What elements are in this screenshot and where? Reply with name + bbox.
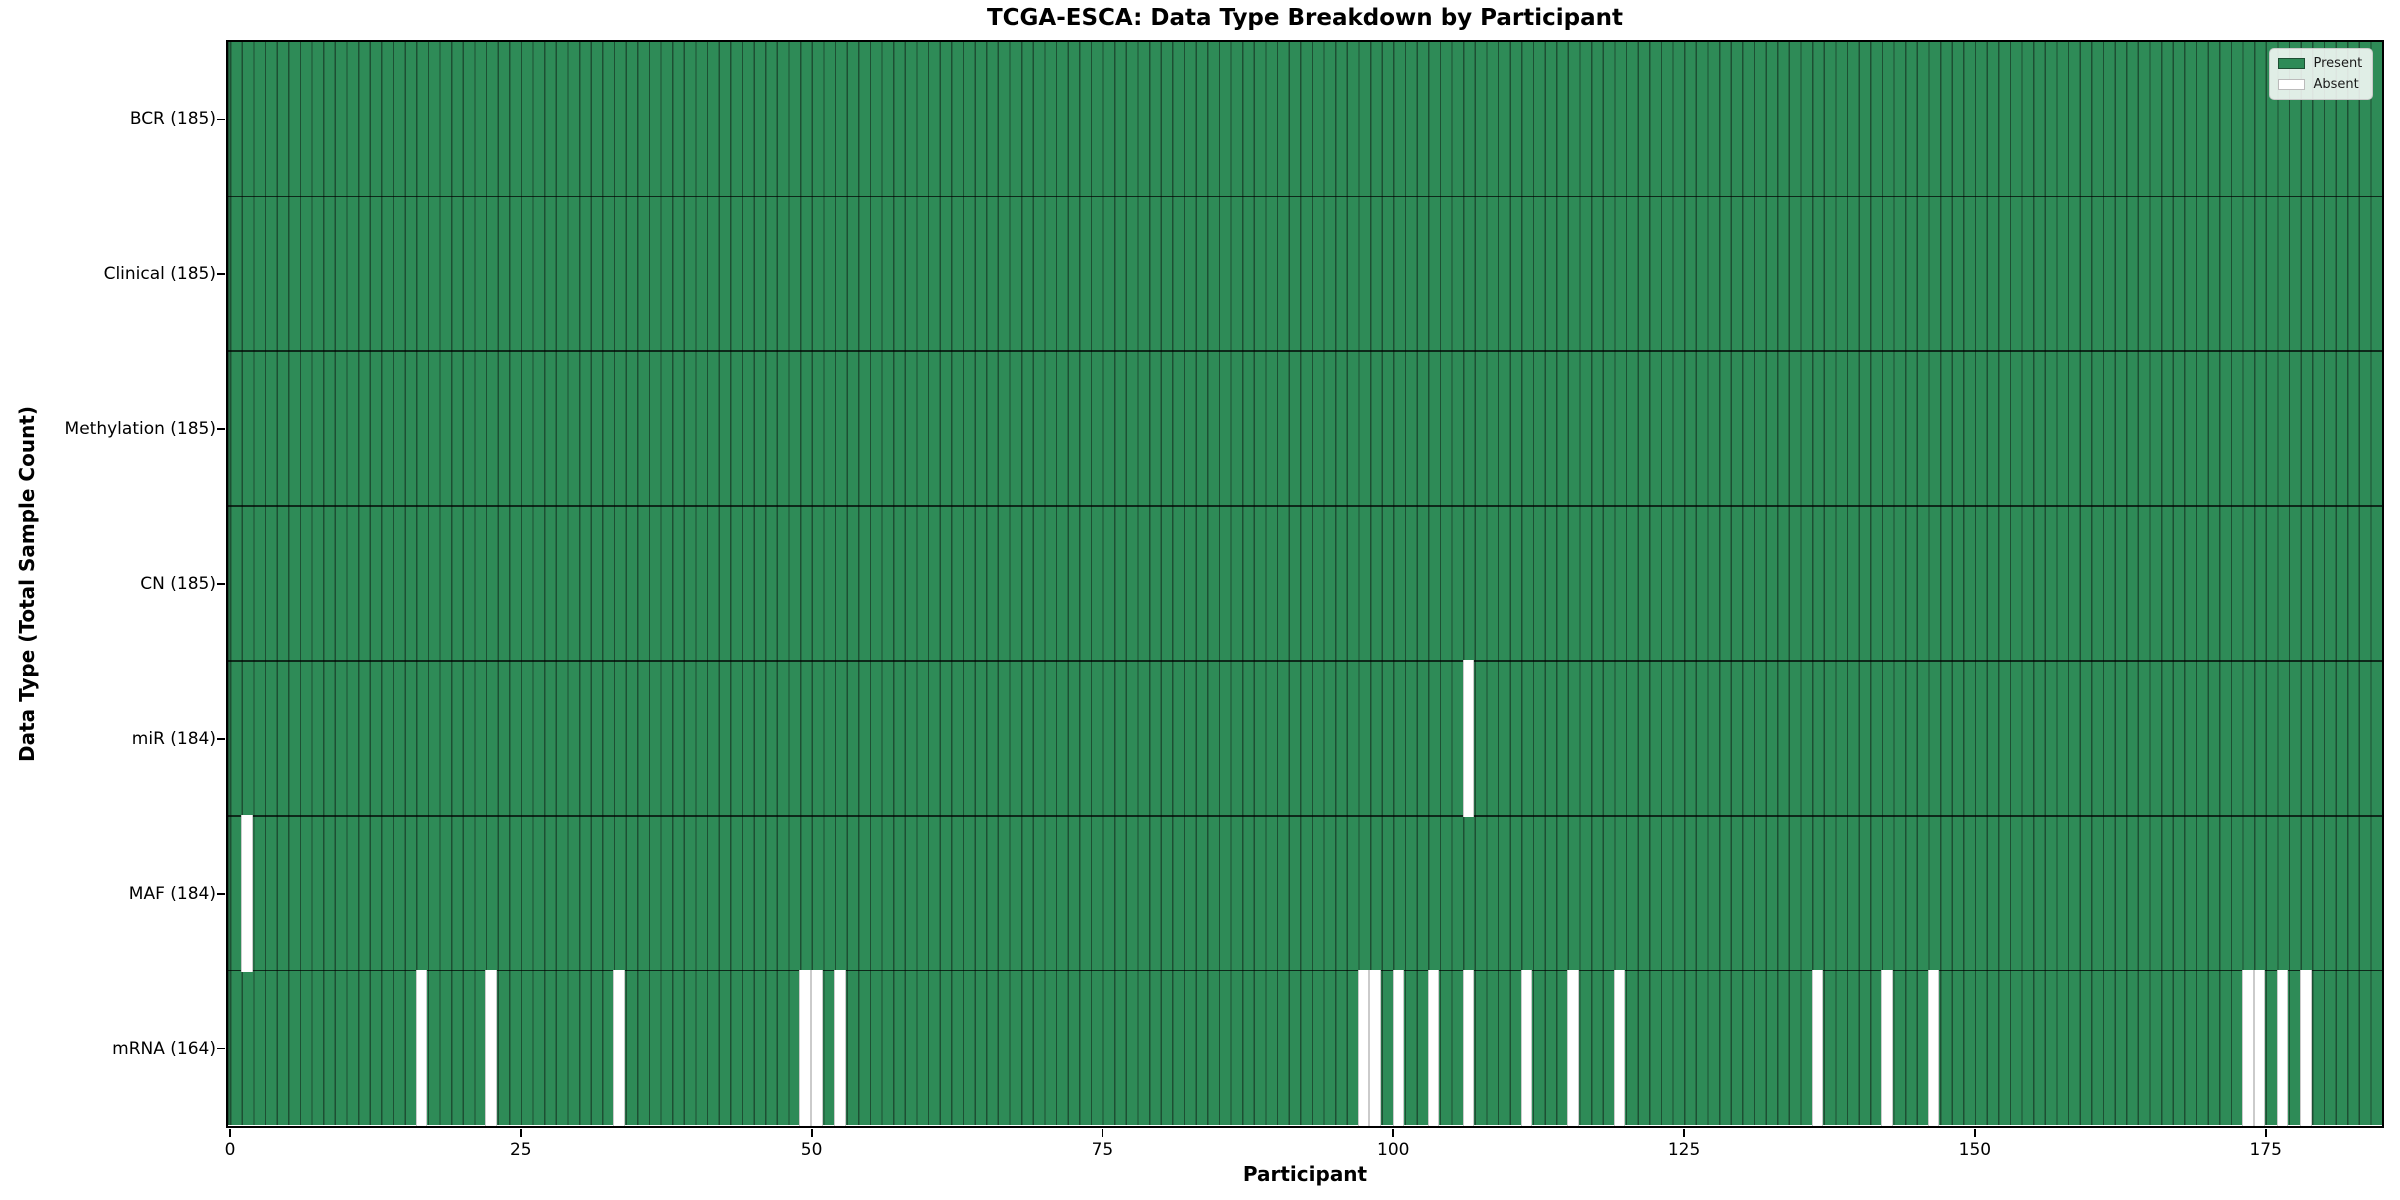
y-tick-mark: [217, 892, 225, 895]
absent-cell-mRNA-52: [834, 969, 846, 1126]
y-tick-label-BCR: BCR (185): [129, 109, 216, 130]
row-divider-line: [227, 195, 2382, 198]
y-tick-label-miR: miR (184): [131, 728, 216, 749]
row-divider-line: [227, 350, 2382, 352]
absent-cell-mRNA-49: [799, 969, 812, 1126]
heatmap-row-CN: [227, 506, 2382, 661]
chart-title: TCGA-ESCA: Data Type Breakdown by Partic…: [986, 5, 1624, 31]
absent-cell-mRNA-33: [613, 969, 625, 1126]
absent-cell-mRNA-97: [1357, 969, 1370, 1126]
absent-cell-mRNA-50: [811, 969, 823, 1126]
absent-cell-mRNA-115: [1567, 969, 1579, 1126]
x-tick-label-125: 125: [1667, 1139, 1701, 1160]
row-divider-line: [227, 815, 2382, 817]
absent-cell-mRNA-176: [2276, 969, 2289, 1126]
x-tick-label-150: 150: [1958, 1139, 1992, 1160]
x-tick-mark: [229, 1128, 231, 1137]
legend-swatch-present-icon: [2277, 57, 2305, 69]
y-tick-mark: [217, 428, 225, 431]
absent-cell-mRNA-178: [2300, 969, 2312, 1126]
absent-cell-mRNA-119: [1613, 969, 1626, 1126]
absent-cell-mRNA-106: [1462, 969, 1475, 1126]
row-divider-line: [227, 660, 2382, 662]
absent-cell-mRNA-103: [1427, 969, 1440, 1126]
x-tick-mark: [1973, 1128, 1976, 1137]
x-tick-mark: [519, 1128, 522, 1137]
heatmap-row-mRNA: [227, 970, 2382, 1126]
x-tick-mark: [1683, 1128, 1685, 1137]
legend-entry-present: Present: [2277, 55, 2363, 71]
absent-cell-mRNA-173: [2241, 969, 2254, 1126]
x-tick-label-50: 50: [800, 1139, 823, 1160]
y-tick-label-Methylation: Methylation (185): [64, 419, 216, 440]
y-tick-label-MAF: MAF (184): [128, 883, 216, 904]
heatmap-grid: [227, 41, 2382, 1126]
y-tick-mark: [217, 583, 225, 585]
heatmap-row-Clinical: [227, 196, 2382, 352]
y-tick-label-CN: CN (185): [140, 574, 216, 594]
absent-cell-mRNA-98: [1369, 969, 1382, 1126]
heatmap-row-MAF: [227, 815, 2382, 971]
absent-cell-MAF-1: [241, 814, 253, 972]
absent-cell-mRNA-22: [485, 969, 498, 1126]
y-tick-mark: [217, 118, 225, 121]
absent-cell-mRNA-142: [1881, 969, 1893, 1126]
legend-swatch-absent-icon: [2277, 78, 2305, 90]
heatmap-row-Methylation: [227, 351, 2382, 507]
absent-cell-mRNA-174: [2253, 969, 2266, 1126]
x-tick-label-25: 25: [509, 1139, 532, 1160]
y-tick-mark: [217, 737, 225, 740]
absent-cell-mRNA-16: [415, 969, 428, 1126]
absent-cell-mRNA-111: [1520, 969, 1533, 1126]
x-tick-label-175: 175: [2249, 1139, 2282, 1160]
plot-area: Present Absent: [225, 39, 2384, 1128]
x-tick-mark: [2264, 1128, 2267, 1137]
legend: Present Absent: [2268, 47, 2374, 100]
heatmap-row-miR: [227, 660, 2382, 816]
x-tick-label-75: 75: [1091, 1139, 1114, 1160]
x-tick-mark: [810, 1128, 813, 1137]
absent-cell-mRNA-136: [1811, 969, 1824, 1126]
row-divider-line: [227, 969, 2382, 972]
absent-cell-miR-106: [1462, 659, 1475, 817]
x-tick-label-100: 100: [1377, 1139, 1410, 1160]
x-axis-label: Participant: [1242, 1162, 1368, 1186]
x-tick-mark: [1392, 1128, 1395, 1137]
absent-cell-mRNA-146: [1927, 969, 1940, 1126]
row-divider-line: [227, 505, 2382, 507]
x-tick-mark: [1101, 1128, 1104, 1137]
legend-entry-absent: Absent: [2277, 76, 2363, 92]
heatmap-row-BCR: [227, 41, 2382, 197]
y-tick-mark: [217, 273, 225, 276]
x-tick-label-0: 0: [224, 1139, 236, 1160]
legend-label-present: Present: [2313, 55, 2363, 71]
y-tick-label-Clinical: Clinical (185): [103, 264, 216, 285]
y-tick-mark: [217, 1047, 225, 1050]
absent-cell-mRNA-100: [1392, 969, 1405, 1126]
y-tick-label-mRNA: mRNA (164): [112, 1038, 216, 1059]
legend-label-absent: Absent: [2313, 76, 2359, 92]
